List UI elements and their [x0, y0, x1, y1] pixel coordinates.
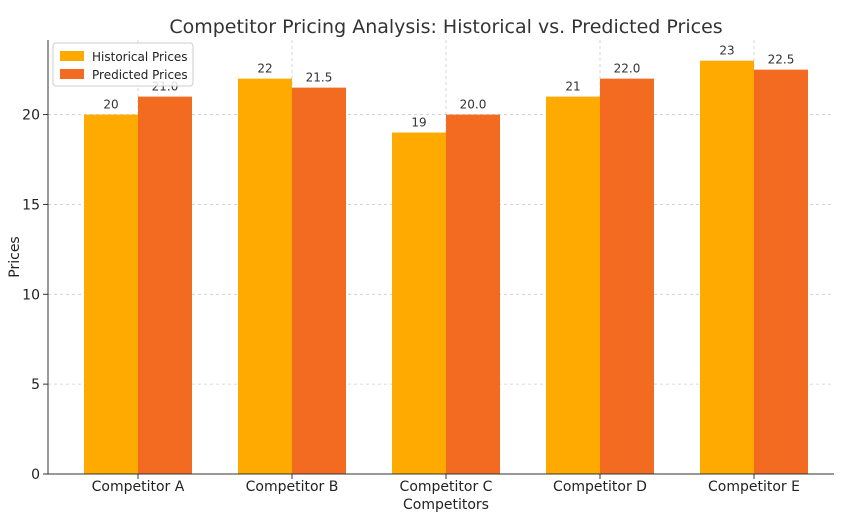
- legend-box: [52, 42, 194, 87]
- y-axis-label: Prices: [7, 236, 23, 277]
- x-ticks-layer: Competitor A Competitor B Competitor C Comp…: [92, 474, 800, 495]
- y-tick-label: 5: [31, 377, 40, 393]
- legend-label-predicted: Predicted Prices: [92, 68, 188, 82]
- x-axis-label: Competitors: [403, 497, 489, 513]
- bar-historical: [700, 60, 754, 475]
- bar-historical: [392, 132, 446, 474]
- bars-layer: [84, 60, 808, 475]
- y-ticks-layer: 0 5 10 15 20: [22, 108, 48, 483]
- x-tick-label: Competitor D: [553, 479, 647, 495]
- x-tick-label: Competitor A: [92, 479, 185, 495]
- legend: Historical Prices Predicted Prices: [52, 42, 194, 87]
- y-tick-label: 10: [22, 287, 40, 303]
- y-tick-label: 0: [31, 467, 40, 483]
- chart-title: Competitor Pricing Analysis: Historical …: [169, 16, 722, 38]
- data-label-historical: 19: [411, 116, 426, 130]
- bar-predicted: [600, 78, 654, 474]
- bar-historical: [546, 96, 600, 474]
- data-label-historical: 23: [719, 44, 734, 58]
- data-label-predicted: 22.0: [614, 62, 641, 76]
- x-tick-label: Competitor E: [708, 479, 800, 495]
- y-tick-label: 15: [22, 197, 40, 213]
- x-tick-label: Competitor C: [400, 479, 493, 495]
- y-tick-label: 20: [22, 108, 40, 124]
- bar-predicted: [446, 114, 500, 474]
- data-label-historical: 20: [103, 98, 118, 112]
- data-label-predicted: 21.5: [306, 71, 333, 85]
- x-tick-label: Competitor B: [246, 479, 339, 495]
- bar-historical: [84, 114, 138, 474]
- data-label-historical: 21: [565, 80, 580, 94]
- bar-predicted: [138, 96, 192, 474]
- data-label-historical: 22: [257, 62, 272, 76]
- bar-historical: [238, 78, 292, 474]
- data-label-predicted: 22.5: [768, 53, 795, 67]
- bar-predicted: [754, 69, 808, 475]
- legend-label-historical: Historical Prices: [92, 50, 188, 64]
- legend-swatch-predicted: [60, 69, 84, 79]
- data-label-predicted: 20.0: [460, 98, 487, 112]
- bar-predicted: [292, 87, 346, 474]
- legend-swatch-historical: [60, 51, 84, 61]
